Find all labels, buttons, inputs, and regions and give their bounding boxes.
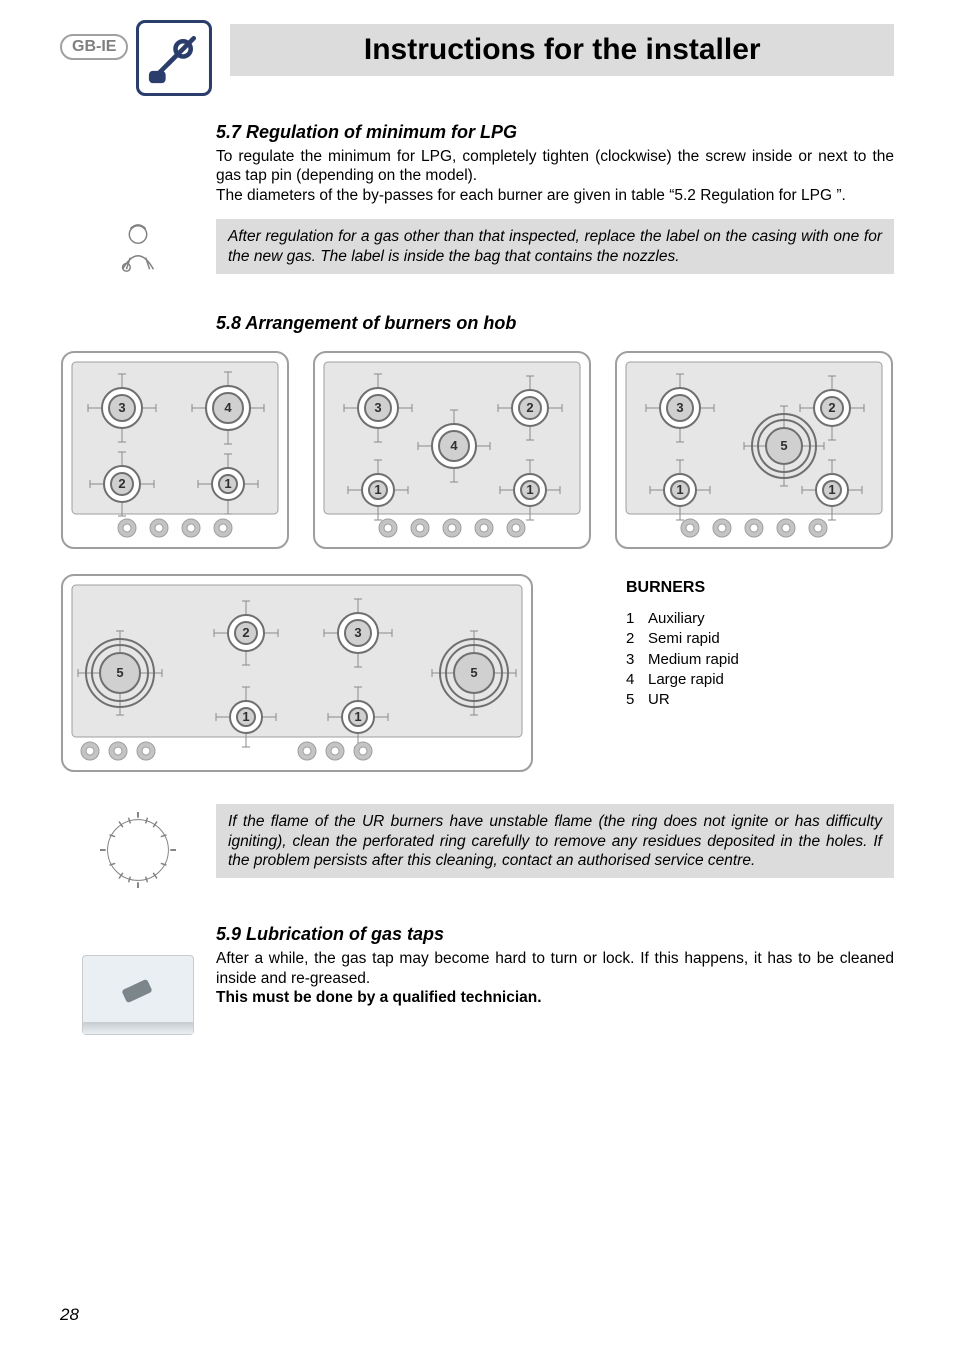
burners-legend-item: 3Medium rapid [626,650,894,670]
locale-badge: GB-IE [60,34,128,60]
burners-legend-list: 1Auxiliary2Semi rapid3Medium rapid4Large… [604,609,894,710]
svg-text:4: 4 [450,438,458,453]
svg-text:1: 1 [354,709,361,724]
svg-text:2: 2 [118,476,125,491]
svg-text:1: 1 [242,709,249,724]
svg-text:3: 3 [374,400,381,415]
svg-text:1: 1 [224,476,231,491]
page-title: Instructions for the installer [364,33,761,67]
para-5-9-b: This must be done by a qualified technic… [216,988,894,1007]
svg-text:5: 5 [116,665,123,680]
hob-diagram-6burner-wide: 5 2 1 3 1 5 [60,573,534,778]
svg-text:3: 3 [676,400,683,415]
note-label-replace: After regulation for a gas other than th… [216,219,894,274]
burners-legend-item: 2Semi rapid [626,629,894,649]
svg-text:1: 1 [828,482,835,497]
para-5-9-a: After a while, the gas tap may become ha… [216,949,894,988]
para-5-7-b: The diameters of the by-passes for each … [216,186,894,205]
svg-text:3: 3 [118,400,125,415]
page-number: 28 [60,1305,79,1325]
gas-tap-photo [82,955,194,1035]
note-ur-flame: If the flame of the UR burners have unst… [216,804,894,878]
svg-text:2: 2 [526,400,533,415]
heading-5-7: 5.7 Regulation of minimum for LPG [216,122,894,143]
heading-5-9: 5.9 Lubrication of gas taps [216,924,894,945]
svg-text:1: 1 [526,482,533,497]
svg-text:2: 2 [242,625,249,640]
burners-legend-item: 5UR [626,690,894,710]
hob-diagram-4burner: 3 4 2 1 [60,350,290,555]
svg-text:2: 2 [828,400,835,415]
burners-legend-title: BURNERS [604,579,894,597]
operator-icon [109,219,167,277]
heading-5-8: 5.8 Arrangement of burners on hob [216,313,894,334]
svg-text:3: 3 [354,625,361,640]
svg-text:5: 5 [470,665,477,680]
page-title-bar: Instructions for the installer [230,24,894,76]
para-5-7-a: To regulate the minimum for LPG, complet… [216,147,894,186]
hob-diagram-5burner-ultra: 3 2 5 1 1 [614,350,894,555]
burner-ring-icon [100,812,176,888]
hob-diagram-5burner-center4: 3 2 4 1 1 [312,350,592,555]
svg-text:1: 1 [676,482,683,497]
svg-text:5: 5 [780,438,787,453]
burners-legend-item: 1Auxiliary [626,609,894,629]
svg-text:4: 4 [224,400,232,415]
svg-text:1: 1 [374,482,381,497]
tools-icon [136,20,212,96]
burners-legend-item: 4Large rapid [626,670,894,690]
